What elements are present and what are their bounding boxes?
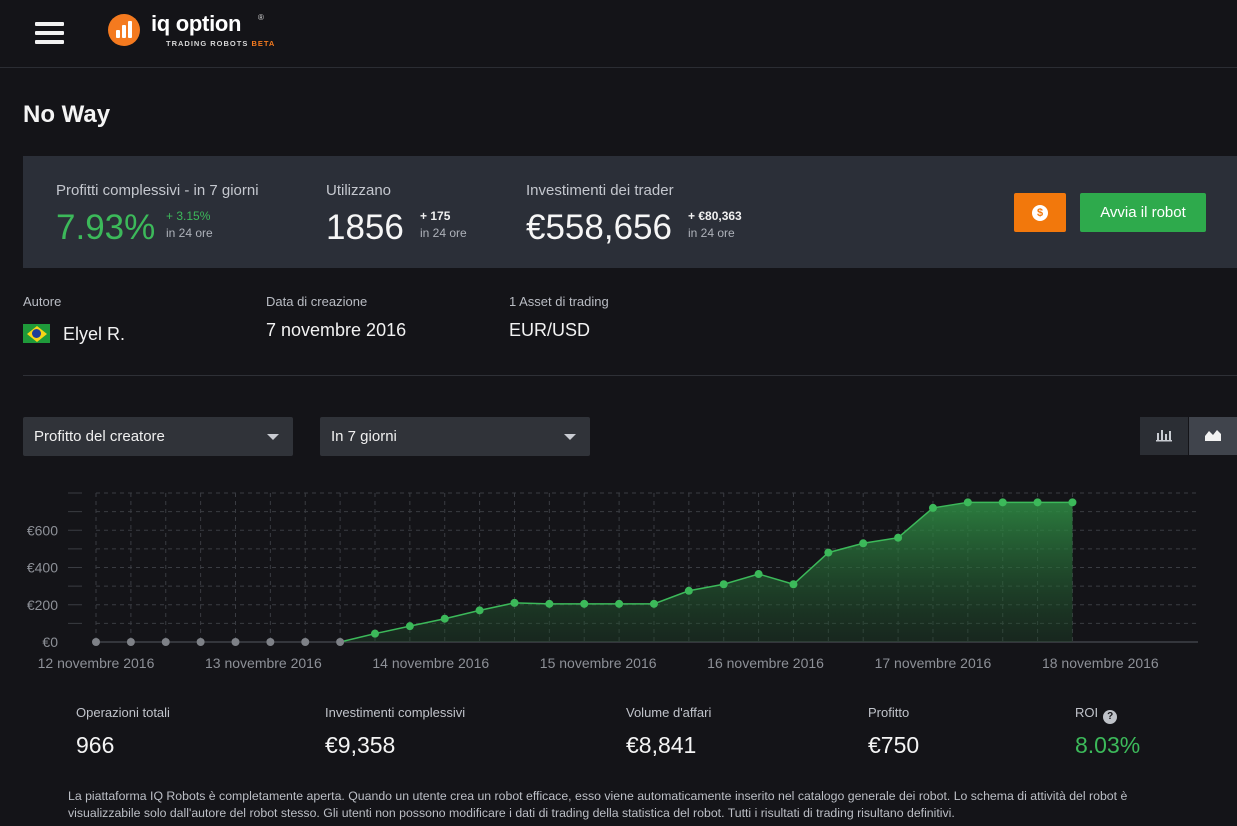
profit-value: 7.93% [56, 208, 156, 247]
assets-label: 1 Asset di trading [509, 294, 609, 309]
dollar-coin-icon: $ [1032, 205, 1048, 221]
y-tick-label: €200 [27, 597, 58, 613]
data-point [336, 638, 345, 646]
author-label: Autore [23, 294, 62, 309]
bar-chart-view-button[interactable] [1140, 417, 1188, 455]
total-investments-label: Investimenti complessivi [325, 705, 466, 720]
data-point [231, 638, 240, 646]
profit-label: Profitti complessivi - in 7 giorni [56, 182, 259, 199]
data-point [440, 614, 449, 623]
data-point [615, 599, 624, 608]
roi-label: ROI? [1075, 705, 1118, 724]
start-robot-button[interactable]: Avvia il robot [1080, 193, 1206, 232]
section-divider [23, 375, 1237, 376]
created-value: 7 novembre 2016 [266, 320, 407, 340]
data-point [684, 586, 693, 595]
chevron-down-icon [267, 434, 279, 440]
y-tick-label: €400 [27, 560, 58, 576]
investments-delta: + €80,363 in 24 ore [688, 209, 742, 240]
profit-summary-value: €750 [868, 732, 920, 758]
profit-summary-label: Profitto [868, 705, 910, 720]
data-point [370, 629, 379, 638]
page-title: No Way [23, 101, 111, 128]
help-icon[interactable]: ? [1103, 710, 1118, 724]
created-label: Data di creazione [266, 294, 368, 309]
users-value: 1856 [326, 208, 404, 247]
data-point [998, 498, 1007, 507]
data-point [545, 599, 554, 608]
roi-value: 8.03% [1075, 732, 1141, 758]
author-name[interactable]: Elyel R. [63, 324, 126, 344]
x-tick-label: 17 novembre 2016 [875, 655, 992, 671]
volume-value: €8,841 [626, 732, 697, 758]
data-point [475, 606, 484, 615]
data-point [301, 638, 310, 646]
data-point [405, 622, 414, 631]
investments-label: Investimenti dei trader [526, 182, 674, 199]
data-point [1068, 498, 1077, 507]
top-bar: iq option ® TRADING ROBOTS BETA [0, 0, 1237, 68]
x-tick-label: 15 novembre 2016 [540, 655, 657, 671]
x-tick-label: 13 novembre 2016 [205, 655, 322, 671]
beta-badge: BETA [251, 39, 276, 48]
total-operations-value: 966 [76, 732, 115, 758]
total-investments-value: €9,358 [325, 732, 396, 758]
y-tick-label: €0 [42, 634, 58, 650]
profit-delta: + 3.15% in 24 ore [166, 209, 213, 240]
logo-subtitle: TRADING ROBOTS BETA [166, 39, 276, 48]
data-point [649, 599, 658, 608]
robot-settings-button[interactable]: $ [1014, 193, 1066, 232]
data-point [580, 599, 589, 608]
data-point [126, 638, 135, 646]
data-point [789, 580, 798, 589]
data-point [824, 548, 833, 557]
brazil-flag-icon [23, 324, 50, 343]
x-tick-label: 12 novembre 2016 [38, 655, 155, 671]
area-chart-view-button[interactable] [1189, 417, 1237, 455]
data-point [1033, 498, 1042, 507]
profit-area-chart: €0 €200 €400 €600 12 novembre 2016 13 novemb… [27, 492, 1198, 671]
period-select[interactable]: In 7 giorni [320, 417, 590, 456]
x-tick-label: 18 novembre 2016 [1042, 655, 1159, 671]
data-point [719, 580, 728, 589]
total-operations-label: Operazioni totali [76, 705, 170, 720]
logo-text: iq option [151, 11, 242, 36]
y-tick-label: €600 [27, 522, 58, 538]
users-label: Utilizzano [326, 182, 392, 199]
chevron-down-icon [564, 434, 576, 440]
assets-value: EUR/USD [509, 320, 591, 340]
data-point [754, 570, 763, 579]
data-point [92, 638, 100, 646]
profit-line [339, 501, 1073, 643]
data-point [928, 503, 937, 512]
data-point [161, 638, 170, 646]
data-point [266, 638, 275, 646]
users-delta: + 175 in 24 ore [420, 209, 467, 240]
disclaimer-text: La piattaforma IQ Robots è completamente… [68, 789, 1128, 820]
area-chart-icon [1205, 430, 1221, 441]
investments-value: €558,656 [526, 208, 672, 247]
x-tick-label: 16 novembre 2016 [707, 655, 824, 671]
metric-select[interactable]: Profitto del creatore [23, 417, 293, 456]
data-point [894, 533, 903, 542]
x-tick-label: 14 novembre 2016 [372, 655, 489, 671]
period-select-value: In 7 giorni [331, 428, 397, 445]
data-point [510, 598, 519, 607]
stats-panel: Profitti complessivi - in 7 giorni 7.93%… [23, 156, 1237, 268]
data-point [963, 498, 972, 507]
metric-select-value: Profitto del creatore [34, 428, 165, 445]
volume-label: Volume d'affari [626, 705, 712, 720]
logo-mark-icon [108, 14, 140, 46]
data-point [196, 638, 205, 646]
data-point [859, 539, 868, 548]
bar-chart-icon [1156, 430, 1172, 442]
profit-area [340, 502, 1073, 642]
logo-registered-mark: ® [258, 13, 264, 22]
menu-icon[interactable] [35, 22, 64, 45]
